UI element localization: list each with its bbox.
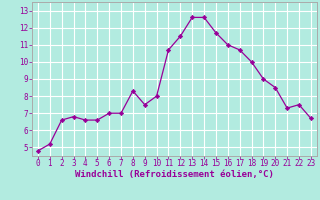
X-axis label: Windchill (Refroidissement éolien,°C): Windchill (Refroidissement éolien,°C) xyxy=(75,170,274,179)
